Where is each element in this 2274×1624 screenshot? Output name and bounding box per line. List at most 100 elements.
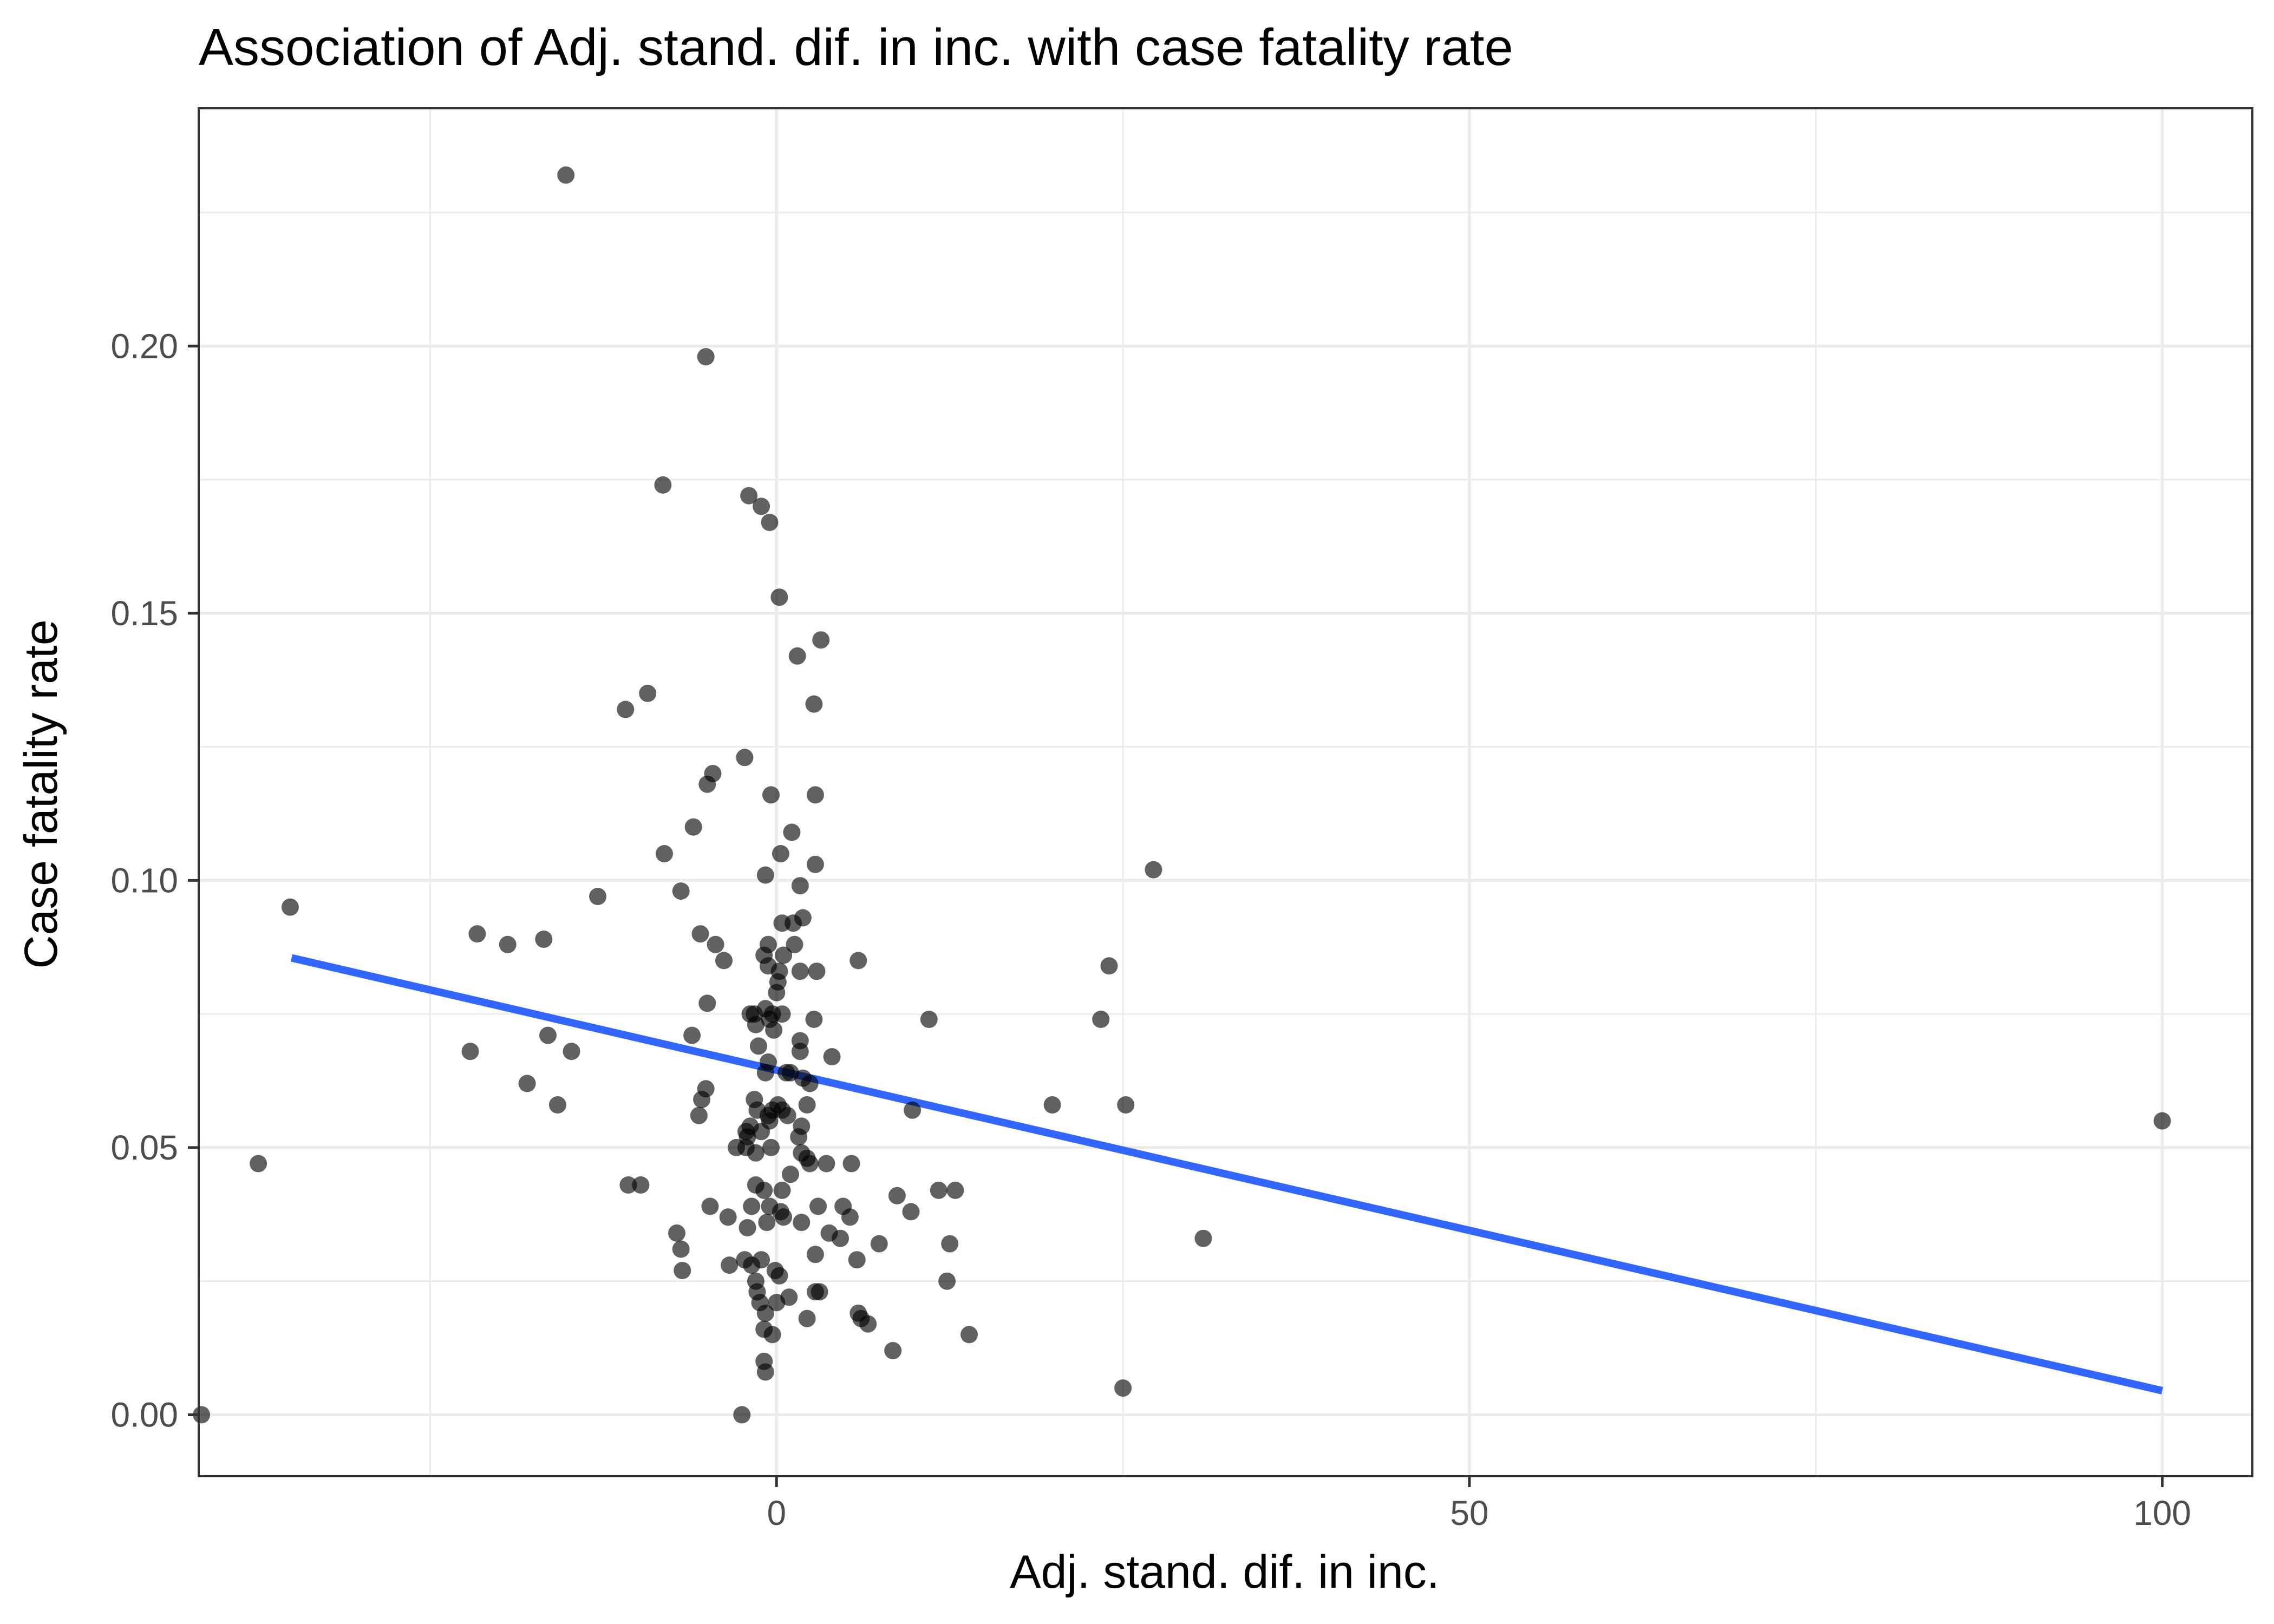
- chart-title: Association of Adj. stand. dif. in inc. …: [199, 18, 1513, 76]
- y-tick-label: 0.15: [110, 594, 178, 633]
- data-point: [715, 952, 733, 970]
- data-point: [904, 1101, 922, 1119]
- data-point: [461, 1043, 479, 1060]
- data-point: [701, 1197, 719, 1215]
- panel-border: [198, 107, 2253, 1477]
- data-point: [818, 1155, 835, 1173]
- data-point: [1092, 1011, 1110, 1028]
- data-point: [250, 1155, 267, 1173]
- data-point: [563, 1043, 580, 1060]
- data-point: [761, 514, 779, 531]
- data-point: [783, 823, 801, 841]
- data-point: [806, 855, 824, 873]
- data-point: [768, 1294, 786, 1312]
- data-point: [756, 866, 774, 884]
- data-point: [691, 925, 709, 943]
- data-point: [674, 1262, 691, 1279]
- data-point: [668, 1224, 685, 1242]
- data-point: [841, 1208, 859, 1226]
- data-point: [779, 1106, 796, 1124]
- data-point: [770, 588, 788, 606]
- data-point: [193, 1406, 211, 1424]
- data-point: [589, 888, 607, 905]
- data-point: [698, 775, 716, 793]
- data-point: [772, 845, 789, 862]
- data-point: [518, 1075, 536, 1092]
- data-point: [693, 1091, 711, 1109]
- data-point: [707, 935, 724, 953]
- data-point: [870, 1235, 888, 1253]
- data-point: [697, 348, 715, 365]
- data-point: [1100, 957, 1118, 975]
- data-point: [859, 1315, 877, 1333]
- data-point: [656, 845, 673, 862]
- data-point: [758, 1214, 776, 1232]
- y-axis-ticks: 0.00 0.05 0.10 0.15 0.20: [110, 326, 199, 1434]
- x-axis-title: Adj. stand. dif. in inc.: [1010, 1546, 1440, 1598]
- data-point: [750, 1037, 767, 1055]
- data-point: [1117, 1096, 1135, 1114]
- data-point: [801, 1155, 819, 1173]
- data-point: [902, 1203, 920, 1221]
- y-tick-label: 0.05: [110, 1128, 178, 1167]
- data-point: [938, 1272, 956, 1290]
- data-point: [763, 1326, 781, 1344]
- data-point: [654, 476, 672, 494]
- y-axis-title: Case fatality rate: [15, 619, 67, 968]
- x-tick-label: 100: [2133, 1494, 2191, 1533]
- data-point: [539, 1026, 557, 1044]
- data-point: [775, 1208, 793, 1226]
- data-point: [823, 1048, 841, 1066]
- data-point: [733, 1406, 751, 1424]
- data-point: [842, 1155, 860, 1173]
- data-point: [762, 786, 780, 804]
- data-point: [672, 1240, 690, 1258]
- data-point: [832, 1229, 849, 1247]
- data-point: [941, 1235, 959, 1253]
- data-point: [946, 1181, 964, 1199]
- data-point: [756, 1304, 774, 1322]
- data-point: [805, 695, 823, 713]
- data-point: [721, 1256, 739, 1274]
- data-point: [790, 1128, 808, 1146]
- data-point: [788, 647, 806, 665]
- data-point: [781, 1165, 799, 1183]
- data-point: [690, 1106, 708, 1124]
- data-point: [884, 1342, 902, 1359]
- data-point: [960, 1326, 978, 1344]
- data-point: [632, 1176, 650, 1194]
- data-point: [698, 994, 716, 1012]
- data-point: [2153, 1112, 2171, 1130]
- fit-line: [290, 954, 2164, 1394]
- data-point: [499, 935, 517, 953]
- data-point: [743, 1256, 761, 1274]
- data-point: [762, 1138, 780, 1156]
- data-point: [805, 1011, 823, 1028]
- data-point: [755, 1181, 773, 1199]
- major-gridlines: [199, 108, 2252, 1476]
- data-point: [808, 962, 826, 980]
- y-tick-label: 0.00: [110, 1395, 178, 1434]
- data-point: [684, 818, 702, 836]
- data-point: [753, 1123, 770, 1141]
- data-point: [806, 786, 824, 804]
- data-point: [747, 1144, 764, 1162]
- data-point: [747, 1016, 764, 1033]
- x-axis-ticks: 0 50 100: [767, 1476, 2191, 1533]
- data-point: [557, 166, 575, 184]
- data-point: [791, 1043, 809, 1060]
- data-point: [683, 1026, 701, 1044]
- data-point: [639, 684, 657, 702]
- x-tick-label: 0: [767, 1494, 786, 1533]
- data-point: [535, 931, 553, 948]
- data-point: [1145, 861, 1162, 879]
- data-points: [193, 166, 2171, 1424]
- data-point: [775, 946, 793, 964]
- data-point: [1043, 1096, 1061, 1114]
- data-point: [850, 952, 867, 970]
- data-point: [617, 700, 635, 718]
- data-point: [756, 1363, 774, 1381]
- data-point: [793, 1214, 811, 1232]
- data-point: [1114, 1379, 1132, 1397]
